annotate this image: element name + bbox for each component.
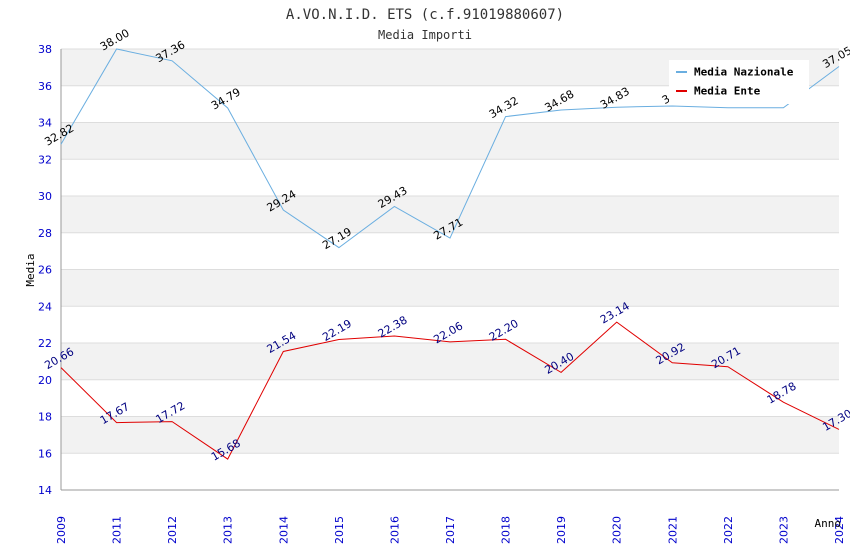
x-tick-label: 2019 [555,516,568,544]
background-band [61,122,839,160]
y-axis-ticks: 14 16 18 20 22 24 26 28 30 32 34 36 38 [38,43,52,497]
y-tick-label: 18 [38,411,52,424]
x-tick-label: 2016 [388,516,401,544]
y-tick-label: 32 [38,153,52,166]
legend: Media Nazionale Media Ente [669,60,809,104]
x-tick-label: 2020 [611,516,624,544]
x-tick-label: 2011 [111,516,124,544]
y-tick-label: 14 [38,484,52,497]
chart-title: A.VO.N.I.D. ETS (c.f.91019880607) [286,7,564,23]
background-band [61,416,839,454]
x-tick-label: 2023 [777,516,790,544]
series-group [60,48,840,460]
y-tick-label: 36 [38,80,52,93]
y-tick-label: 30 [38,190,52,203]
background-band [61,269,839,307]
y-tick-label: 34 [38,117,52,130]
background-band [61,379,839,417]
x-tick-label: 2021 [666,516,679,544]
legend-box [669,60,809,104]
x-axis-ticks: 2009 2011 2012 2013 2014 2015 2016 2017 2018 2019… [55,516,846,544]
y-tick-label: 28 [38,227,52,240]
x-tick-label: 2018 [500,516,513,544]
x-tick-label: 2013 [222,516,235,544]
background-band [61,306,839,343]
legend-label: Media Ente [694,85,761,98]
x-tick-label: 2014 [277,516,290,544]
y-tick-label: 38 [38,43,52,56]
y-tick-label: 16 [38,447,52,460]
y-tick-label: 20 [38,374,52,387]
y-tick-label: 26 [38,264,52,277]
series-line [60,321,840,460]
series-line [60,48,840,249]
y-tick-label: 24 [38,300,52,313]
x-tick-label: 2022 [722,516,735,544]
background-band [61,232,839,270]
chart-subtitle: Media Importi [378,28,472,42]
legend-label: Media Nazionale [694,66,794,79]
y-tick-label: 22 [38,337,52,350]
x-tick-label: 2017 [444,516,457,544]
y-axis-title: Media [24,253,37,286]
background-bands [61,49,839,490]
background-band [61,196,839,233]
x-tick-label: 2015 [333,516,346,544]
background-band [61,343,839,380]
background-band [61,453,839,490]
x-tick-label: 2012 [166,516,179,544]
x-axis-title: Anno [815,517,842,530]
x-tick-label: 2009 [55,516,68,544]
background-band [61,159,839,196]
x-tick-label: 2024 [833,516,846,544]
